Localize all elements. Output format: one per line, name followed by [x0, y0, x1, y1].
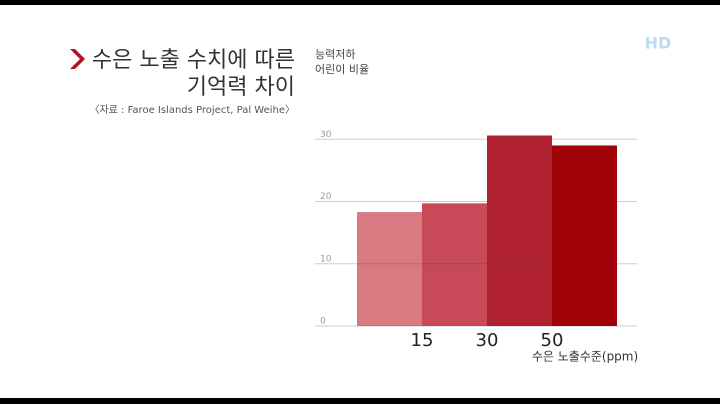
x-tick-label: 15: [411, 330, 434, 351]
logo: HD: [645, 34, 672, 53]
x-axis-label: 수은 노출수준(ppm): [532, 350, 638, 364]
chart-title: 수은 노출 수치에 따른: [92, 48, 295, 73]
y-tick-label: 10: [320, 254, 332, 264]
bar: [552, 145, 617, 326]
title-arrow: [70, 49, 85, 69]
bar: [422, 203, 487, 326]
source: 〈자료 : Faroe Islands Project, Pal Weihe〉: [89, 104, 295, 116]
y-tick-label: 20: [320, 192, 332, 202]
y-axis-label: 능력저하: [315, 47, 355, 61]
x-tick-label: 30: [476, 330, 499, 351]
y-axis-label: 어린이 비율: [315, 63, 369, 76]
y-tick-label: 0: [320, 317, 326, 327]
x-tick-label: 50: [541, 330, 564, 351]
chart-title: 기억력 차이: [187, 75, 295, 100]
y-tick-label: 30: [320, 130, 332, 140]
bar: [487, 135, 552, 326]
bar: [357, 212, 422, 326]
